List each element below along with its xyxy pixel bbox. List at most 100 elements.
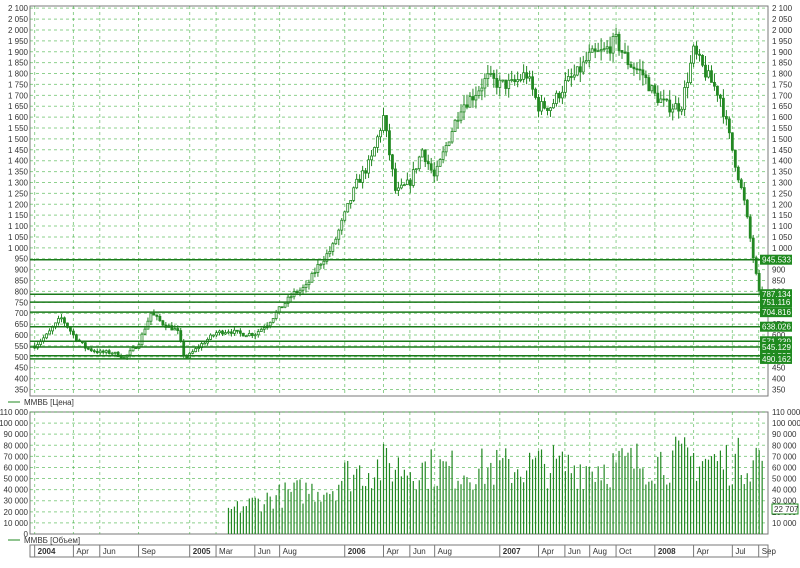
price-left-tick-label: 1 350 [8, 168, 29, 177]
candle-body [668, 99, 672, 113]
volume-right-tick-label: 10 000 [772, 519, 797, 528]
candle-body [51, 326, 54, 332]
candle-body [155, 314, 159, 317]
candle-body [355, 178, 359, 189]
price-right-tick-label: 1 450 [772, 146, 793, 155]
time-axis-band [29, 544, 769, 558]
candle-body [367, 159, 370, 174]
candle-body [92, 350, 96, 353]
price-left-tick-label: 1 050 [8, 233, 29, 242]
candle-body [262, 327, 266, 330]
price-vertical-grid [34, 6, 760, 396]
volume-legend: ММВБ [Объем] [8, 536, 80, 545]
candle-body [349, 200, 353, 204]
candle-body [203, 342, 207, 345]
level-label-box [760, 254, 792, 265]
candle-body [632, 66, 636, 70]
time-axis: 2004 Apr Jun Sep 2005 Mar Jun Aug 2006 Apr Jun Aug 2… [29, 544, 777, 558]
candle-body [334, 238, 338, 245]
candle-body [170, 325, 174, 331]
time-axis-tick-label: Jun [568, 547, 581, 556]
time-axis-tick-label: Apr [697, 547, 710, 556]
candle-body [429, 163, 433, 171]
candle-body [346, 203, 350, 213]
candle-body [757, 273, 761, 292]
candle-body [692, 45, 695, 64]
volume-right-tick-label: 40 000 [772, 486, 797, 495]
candle-body [659, 98, 663, 103]
time-axis-tick-label: 2004 [38, 547, 56, 556]
price-right-tick-label: 1 950 [772, 37, 793, 46]
level-label: 638.026 [762, 323, 791, 332]
candle-body [707, 70, 710, 78]
candle-body [686, 82, 690, 88]
candle-body [394, 168, 397, 191]
candle-body [179, 330, 183, 342]
candle-body [710, 70, 713, 83]
candle-body [343, 211, 347, 221]
candle-body [689, 62, 692, 83]
time-axis-tick-label: Sep [762, 547, 777, 556]
candle-body [149, 312, 153, 322]
candle-body [462, 104, 466, 113]
candle-body [528, 76, 531, 79]
candle-body [417, 156, 421, 170]
price-left-tick-label: 2 050 [8, 15, 29, 24]
candle-body [575, 66, 579, 76]
price-right-tick-label: 1 850 [772, 59, 793, 68]
candle-body [298, 289, 302, 294]
candle-body [230, 331, 233, 334]
price-right-tick-label: 1 000 [772, 244, 793, 253]
price-left-tick-label: 1 750 [8, 80, 29, 89]
time-axis-tick-label: Mar [219, 547, 233, 556]
candle-body [578, 66, 582, 73]
volume-left-tick-label: 60 000 [4, 463, 29, 472]
candle-body [719, 94, 722, 99]
price-left-tick-label: 1 650 [8, 102, 29, 111]
candle-body [307, 281, 311, 286]
candle-body [48, 330, 51, 335]
candle-body [513, 79, 517, 83]
level-label-box [760, 297, 792, 308]
price-left-tick-label: 400 [15, 375, 29, 384]
candle-body [450, 131, 454, 143]
candle-body [256, 331, 260, 336]
candle-body [486, 73, 490, 80]
candle-body [727, 118, 731, 134]
candle-body [101, 350, 105, 353]
candle-body [531, 76, 534, 90]
time-axis-tick-label: Apr [386, 547, 399, 556]
candle-body [116, 351, 120, 358]
price-right-tick-label: 2 050 [772, 15, 793, 24]
candle-body [158, 315, 162, 322]
volume-left-tick-label: 100 000 [0, 419, 29, 428]
price-left-tick-label: 800 [15, 287, 29, 296]
candle-body [662, 98, 666, 101]
candle-body [614, 33, 618, 37]
price-right-tick-label: 2 100 [772, 4, 793, 13]
price-candles [33, 27, 764, 361]
price-right-tick-label: 600 [772, 331, 786, 340]
candle-body [736, 166, 740, 181]
candle-body [60, 317, 63, 320]
candle-body [340, 219, 344, 231]
volume-left-tick-label: 80 000 [4, 441, 29, 450]
candle-body [235, 329, 239, 332]
candle-body [623, 51, 627, 54]
price-left-tick-label: 1 400 [8, 157, 29, 166]
candle-body [751, 237, 755, 259]
candle-body [563, 80, 567, 93]
volume-right-tick-label: 60 000 [772, 463, 797, 472]
price-right-tick-label: 1 150 [772, 211, 793, 220]
price-left-tick-label: 600 [15, 331, 29, 340]
candle-body [250, 333, 254, 336]
candle-body [295, 291, 299, 294]
candle-body [730, 132, 734, 151]
volume-left-tick-label: 110 000 [0, 408, 29, 417]
candle-body [244, 335, 248, 338]
candle-body [552, 103, 555, 109]
candle-body [620, 50, 624, 53]
candle-body [742, 187, 746, 201]
candle-body [391, 154, 394, 170]
price-right-tick-label: 1 050 [772, 233, 793, 242]
